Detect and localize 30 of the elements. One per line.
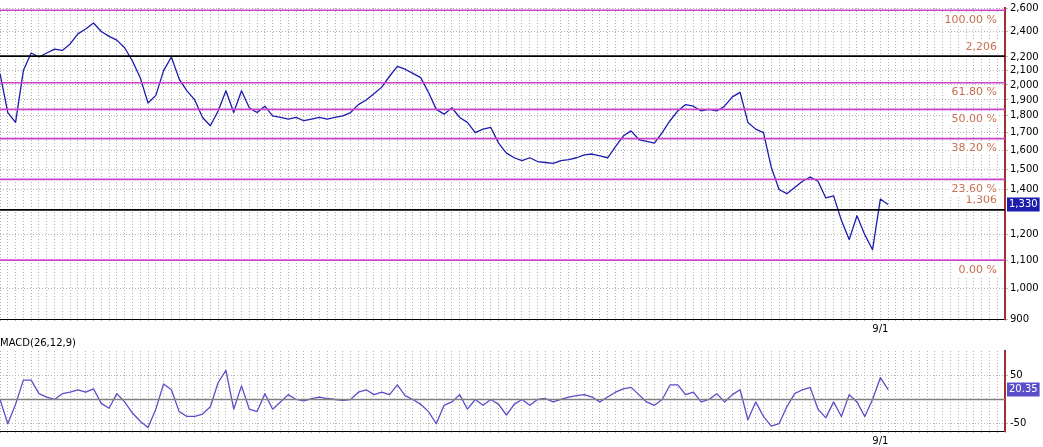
annotation: 0.00 %	[958, 262, 997, 276]
y-tick-label: 2,400	[1010, 25, 1039, 37]
y-tick-label: 2,200	[1010, 50, 1039, 62]
y-tick-label: 1,100	[1010, 253, 1039, 265]
y-tick-label: 2,000	[1010, 78, 1039, 90]
y-tick-label: 50	[1010, 368, 1023, 380]
annotation: 61.80 %	[951, 85, 997, 99]
y-tick-label: 2,600	[1010, 1, 1039, 13]
y-tick-label: 1,700	[1010, 126, 1039, 138]
x-tick-label: 9/1	[872, 322, 889, 334]
y-tick-label: 1,400	[1010, 183, 1039, 195]
y-tick-label: 1,200	[1010, 228, 1039, 240]
annotation: 20.35	[1009, 383, 1038, 395]
annotation: 50.00 %	[951, 111, 997, 125]
y-tick-label: 1,000	[1010, 281, 1039, 293]
y-tick-label: 1,600	[1010, 143, 1039, 155]
ref-line-label: 1,306	[965, 193, 997, 207]
y-tick-label: 1,900	[1010, 93, 1039, 105]
annotation: 1,330	[1009, 198, 1038, 210]
annotation: 23.60 %	[951, 181, 997, 195]
y-tick-label: 1,800	[1010, 109, 1039, 121]
annotation: 100.00 %	[944, 12, 997, 26]
y-tick-label: 1,500	[1010, 162, 1039, 174]
y-tick-label: 2,100	[1010, 64, 1039, 76]
x-tick-label: 9/1	[872, 434, 889, 446]
y-tick-label: 900	[1010, 312, 1030, 324]
annotation: 38.20 %	[951, 141, 997, 155]
ref-line-label: 2,206	[965, 39, 997, 53]
y-tick-label: -50	[1010, 417, 1027, 429]
chart-title: MACD(26,12,9)	[0, 336, 77, 348]
